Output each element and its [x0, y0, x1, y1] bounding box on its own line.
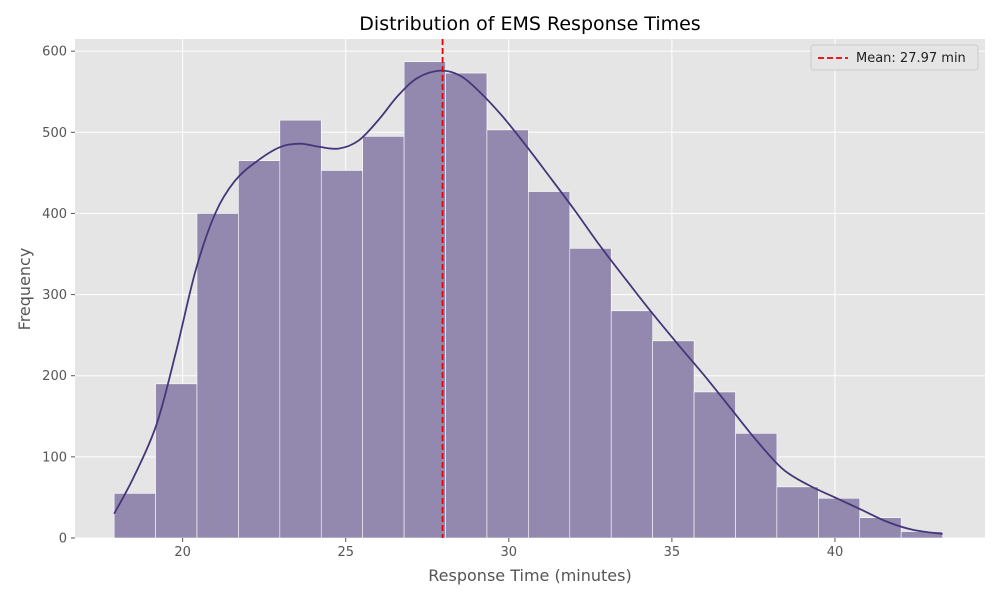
y-tick-label: 500	[42, 126, 67, 141]
histogram-bar	[693, 391, 736, 539]
y-tick-label: 0	[59, 532, 67, 547]
histogram-bar	[238, 160, 281, 539]
histogram-bar	[859, 517, 902, 539]
histogram-bar	[528, 191, 571, 539]
histogram-bar	[486, 129, 529, 539]
y-tick-label: 300	[42, 288, 67, 303]
chart-title: Distribution of EMS Response Times	[359, 13, 700, 35]
histogram-bar	[569, 248, 612, 539]
y-tick-label: 600	[42, 45, 67, 60]
histogram-bar	[403, 61, 446, 539]
legend-box	[810, 44, 979, 71]
histogram-bars	[113, 61, 943, 539]
y-tick-label: 200	[42, 369, 67, 384]
legend: Mean: 27.97 min	[810, 44, 979, 71]
x-tick-label: 30	[501, 545, 518, 560]
y-axis-ticks: 0 100 200 300 400 500 600	[42, 45, 75, 547]
y-axis-label: Frequency	[15, 248, 34, 331]
kde-curve-group	[113, 69, 943, 535]
x-axis-label: Response Time (minutes)	[428, 566, 631, 585]
y-tick-label: 100	[42, 450, 67, 465]
y-tick-label: 400	[42, 207, 67, 222]
histogram-bar	[776, 486, 819, 539]
x-tick-label: 35	[664, 545, 681, 560]
kde-curve	[113, 69, 943, 535]
histogram-bar	[818, 497, 861, 539]
histogram-bar	[196, 213, 239, 539]
histogram-bar	[652, 340, 695, 539]
x-tick-label: 40	[827, 545, 844, 560]
histogram-bar	[362, 136, 405, 539]
x-tick-label: 25	[337, 545, 354, 560]
histogram-bar	[735, 433, 778, 539]
histogram-bar	[320, 170, 363, 539]
histogram-bar	[279, 119, 322, 539]
x-tick-label: 20	[174, 545, 191, 560]
histogram-bar	[610, 310, 653, 539]
histogram-bar	[113, 493, 156, 539]
legend-mean-label: Mean: 27.97 min	[856, 51, 966, 66]
x-axis-ticks: 20 25 30 35 40	[174, 538, 843, 560]
histogram-bar	[445, 72, 488, 539]
